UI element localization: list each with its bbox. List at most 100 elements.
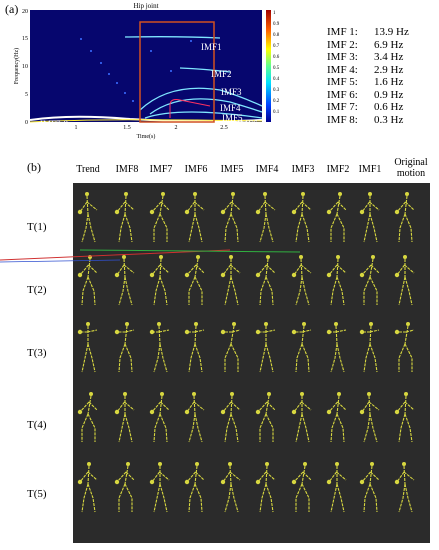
skeleton-figure — [326, 322, 347, 373]
motion-grid — [73, 183, 430, 543]
skeleton-figure — [220, 462, 241, 513]
annotation-imf2: IMF2 — [211, 69, 232, 79]
skeleton-figure — [114, 462, 135, 512]
imf-value: 0.6 Hz — [374, 101, 404, 113]
cbar-tick-0-7: 0.7 — [273, 44, 280, 49]
skeleton-figure — [114, 255, 135, 306]
skeleton-figure — [184, 392, 205, 443]
cbar-tick-1: 1 — [273, 11, 276, 16]
skeleton-figure — [326, 192, 347, 242]
imf-name: IMF 1: — [327, 26, 358, 38]
column-imf5: IMF5 — [220, 164, 244, 175]
skeleton-figure — [114, 192, 135, 243]
column-imf1: IMF1 — [358, 164, 382, 175]
skeleton-figure — [291, 192, 312, 243]
skeleton-figure — [326, 462, 347, 513]
column-imf7: IMF7 — [149, 164, 173, 175]
skeleton-figure — [359, 462, 380, 513]
imf-frequency-row: IMF 8: 0.3 Hz — [327, 114, 434, 127]
imf-name: IMF 2: — [327, 38, 358, 51]
ytick-5: 5 — [25, 92, 28, 98]
skeleton-figure — [359, 255, 380, 305]
annotation-imf4: IMF4 — [220, 103, 241, 113]
annotation-imf6: IMF6 — [237, 119, 258, 129]
xtick-2-5: 2.5 — [220, 125, 228, 131]
skeleton-figure — [394, 255, 415, 306]
annotation-imf7-8: IMF7-8 — [40, 119, 69, 129]
annotation-imf5: IMF5 — [222, 113, 243, 123]
column-imf3: IMF3 — [291, 164, 315, 175]
imf-name: IMF 5: — [327, 76, 358, 88]
ytick-20: 20 — [22, 9, 28, 15]
cbar-tick-0-1: 0.1 — [273, 110, 280, 115]
imf-value: 0.3 Hz — [374, 113, 404, 126]
ytick-0: 0 — [25, 120, 28, 126]
imf-name: IMF 3: — [327, 51, 358, 63]
skeleton-figure — [255, 462, 276, 513]
row-label-t5: T(5) — [27, 488, 47, 500]
skeleton-figure — [77, 192, 98, 243]
skeleton-figure — [184, 192, 205, 243]
skeleton-figure — [77, 392, 98, 442]
skeleton-figure — [326, 392, 347, 443]
skeleton-figure — [114, 322, 135, 373]
skeleton-figure — [255, 192, 276, 243]
imf-frequency-row: IMF 7: 0.6 Hz — [327, 101, 434, 114]
skeleton-figure — [359, 322, 380, 373]
annotation-imf3: IMF3 — [221, 87, 242, 97]
skeleton-figure — [359, 392, 380, 443]
skeleton-figure — [149, 322, 170, 373]
ytick-10: 10 — [22, 64, 28, 70]
skeleton-figure — [255, 322, 276, 373]
xtick-2: 2 — [175, 125, 178, 131]
skeleton-figure — [77, 322, 98, 373]
column-imf2: IMF2 — [326, 164, 350, 175]
cbar-tick-0-5: 0.5 — [273, 66, 280, 71]
skeleton-figure — [255, 255, 276, 306]
xtick-1: 1 — [75, 125, 78, 131]
spectrogram-ylabel: Frequency(Hz) — [13, 48, 20, 84]
imf-value: 1.6 Hz — [374, 76, 404, 88]
column-trend: Trend — [76, 164, 100, 175]
low-frequency-band — [29, 115, 263, 123]
spectrogram-ridges — [124, 36, 263, 119]
imf-value: 0.9 Hz — [374, 88, 404, 101]
skeleton-figure — [291, 392, 312, 443]
skeleton-figure — [149, 392, 170, 443]
spectrogram-xlabel: Time(s) — [137, 133, 156, 140]
imf-frequency-row: IMF 4: 2.9 Hz — [327, 64, 434, 77]
skeleton-figure — [255, 392, 276, 442]
row-label-t1: T(1) — [27, 221, 47, 233]
marker-lines — [0, 249, 301, 263]
skeleton-figure — [220, 255, 241, 306]
spectrogram-dots — [80, 38, 192, 102]
row-label-t2: T(2) — [27, 284, 47, 296]
skeleton-figure — [394, 192, 415, 243]
imf-value: 13.9 Hz — [374, 26, 409, 38]
spectrogram-chart: IMF1 IMF2 IMF3 IMF4 IMF5 IMF6 IMF7-8 Hip… — [13, 2, 280, 140]
skeleton-figure — [149, 462, 170, 513]
skeleton-figure — [326, 255, 347, 306]
skeleton-figure — [394, 392, 415, 443]
skeleton-figure — [184, 322, 205, 373]
imf-frequency-row: IMF 6: 0.9 Hz — [327, 89, 434, 102]
imf-value: 2.9 Hz — [374, 63, 404, 76]
imf-value: 6.9 Hz — [374, 38, 404, 51]
skeleton-figure — [394, 322, 415, 372]
skeleton-figure — [291, 462, 312, 512]
skeleton-figure — [149, 192, 170, 242]
row-label-t4: T(4) — [27, 419, 47, 431]
skeleton-figure — [359, 192, 380, 243]
highlight-box — [139, 21, 215, 123]
skeleton-figure — [291, 255, 312, 306]
spectrogram-plot-area — [30, 10, 262, 122]
imf-name: IMF 6: — [327, 88, 358, 101]
imf-name: IMF 8: — [327, 113, 358, 126]
panel-b-label: (b) — [27, 160, 41, 174]
skeleton-figure — [184, 462, 205, 513]
skeleton-figure — [291, 322, 312, 373]
skeleton-figure — [149, 255, 170, 306]
cbar-tick-0-9: 0.9 — [273, 22, 280, 27]
skeleton-figure — [184, 255, 205, 305]
ytick-15: 15 — [22, 36, 28, 42]
